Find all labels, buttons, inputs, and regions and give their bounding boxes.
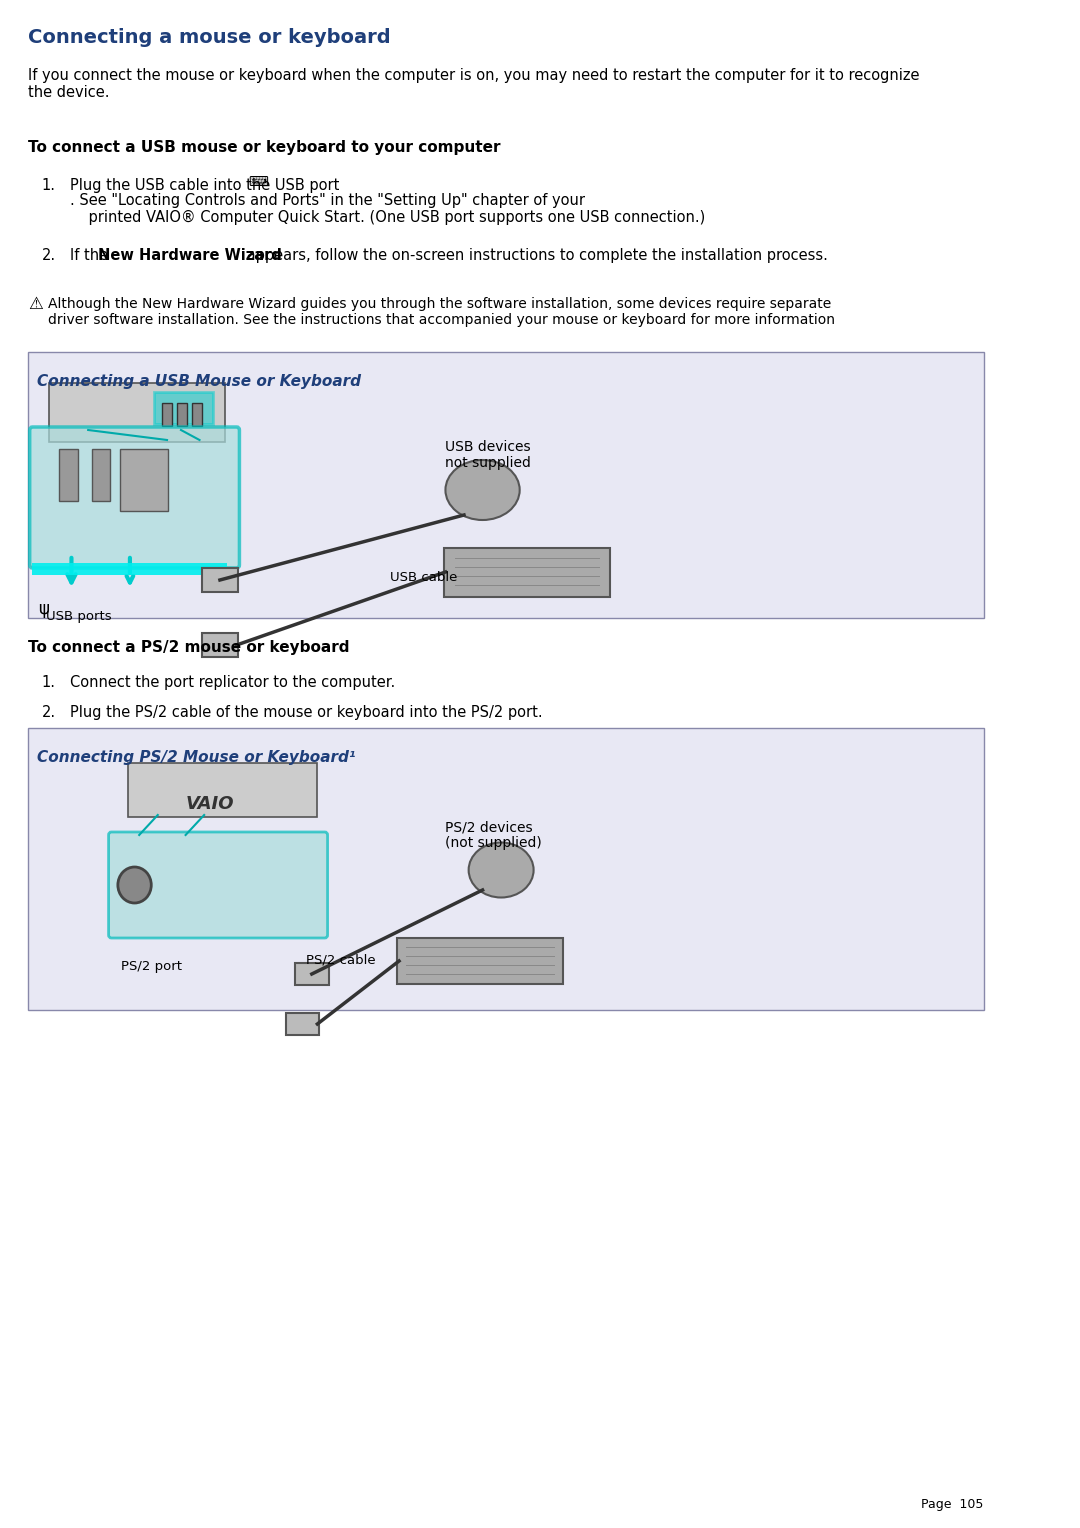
FancyBboxPatch shape (32, 562, 228, 575)
Text: USB ports: USB ports (46, 610, 111, 623)
Text: Although the New Hardware Wizard guides you through the software installation, s: Although the New Hardware Wizard guides … (49, 296, 835, 327)
Text: 1.: 1. (42, 177, 56, 193)
FancyBboxPatch shape (162, 402, 172, 425)
Ellipse shape (469, 842, 534, 897)
FancyBboxPatch shape (129, 762, 318, 817)
FancyBboxPatch shape (29, 426, 240, 568)
Text: 2.: 2. (42, 248, 56, 263)
Text: USB devices
not supplied: USB devices not supplied (445, 440, 531, 471)
FancyBboxPatch shape (109, 833, 327, 938)
Text: To connect a PS/2 mouse or keyboard: To connect a PS/2 mouse or keyboard (28, 640, 349, 656)
Text: VAIO: VAIO (186, 795, 234, 813)
FancyArrowPatch shape (126, 558, 133, 582)
Text: PS/2 port: PS/2 port (121, 960, 181, 973)
FancyBboxPatch shape (92, 449, 110, 501)
Text: Connect the port replicator to the computer.: Connect the port replicator to the compu… (69, 675, 395, 691)
FancyBboxPatch shape (444, 549, 610, 597)
Text: New Hardware Wizard: New Hardware Wizard (98, 248, 282, 263)
FancyBboxPatch shape (28, 727, 984, 1010)
Text: If you connect the mouse or keyboard when the computer is on, you may need to re: If you connect the mouse or keyboard whe… (28, 69, 919, 101)
FancyBboxPatch shape (120, 449, 168, 510)
FancyBboxPatch shape (50, 384, 225, 442)
Text: PS/2 devices
(not supplied): PS/2 devices (not supplied) (445, 821, 542, 850)
FancyBboxPatch shape (191, 402, 202, 425)
Text: Connecting PS/2 Mouse or Keyboard¹: Connecting PS/2 Mouse or Keyboard¹ (37, 750, 355, 766)
Text: ⌨: ⌨ (247, 176, 268, 189)
Text: Connecting a USB Mouse or Keyboard: Connecting a USB Mouse or Keyboard (37, 374, 361, 390)
FancyBboxPatch shape (59, 449, 78, 501)
Text: Plug the PS/2 cable of the mouse or keyboard into the PS/2 port.: Plug the PS/2 cable of the mouse or keyb… (69, 704, 542, 720)
Text: Page  105: Page 105 (921, 1497, 984, 1511)
Text: ⚠: ⚠ (28, 295, 43, 313)
Text: Connecting a mouse or keyboard: Connecting a mouse or keyboard (28, 28, 391, 47)
FancyBboxPatch shape (295, 963, 328, 986)
FancyBboxPatch shape (28, 351, 984, 617)
FancyBboxPatch shape (177, 402, 187, 425)
Ellipse shape (445, 460, 519, 520)
FancyBboxPatch shape (154, 393, 213, 423)
FancyArrowPatch shape (67, 558, 76, 582)
Text: . See "Locating Controls and Ports" in the "Setting Up" chapter of your
    prin: . See "Locating Controls and Ports" in t… (69, 193, 705, 226)
FancyBboxPatch shape (286, 1013, 320, 1034)
Text: If the: If the (69, 248, 112, 263)
Text: 2.: 2. (42, 704, 56, 720)
Text: To connect a USB mouse or keyboard to your computer: To connect a USB mouse or keyboard to yo… (28, 141, 500, 154)
FancyBboxPatch shape (202, 568, 239, 591)
Text: Plug the USB cable into the USB port: Plug the USB cable into the USB port (69, 177, 339, 193)
Text: 1.: 1. (42, 675, 56, 691)
FancyBboxPatch shape (202, 633, 239, 657)
Text: appears, follow the on-screen instructions to complete the installation process.: appears, follow the on-screen instructio… (242, 248, 828, 263)
Text: ψ: ψ (38, 601, 49, 617)
Text: USB cable: USB cable (390, 571, 457, 584)
Circle shape (118, 866, 151, 903)
FancyBboxPatch shape (397, 938, 564, 984)
Text: PS/2 cable: PS/2 cable (307, 953, 376, 966)
